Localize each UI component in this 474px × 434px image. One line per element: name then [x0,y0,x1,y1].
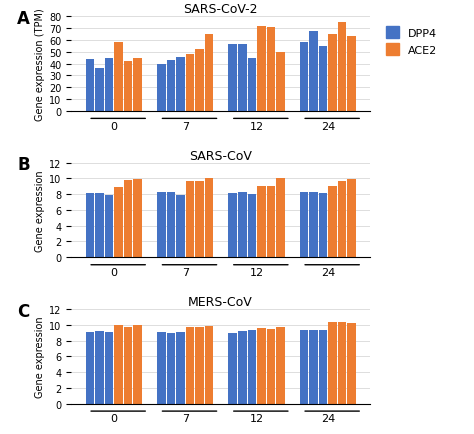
Bar [205,179,213,258]
Bar [347,180,356,258]
Bar [167,333,175,404]
Bar [195,50,204,112]
Y-axis label: Gene expression (TPM): Gene expression (TPM) [35,8,45,121]
Bar [95,69,104,112]
Bar [319,193,328,258]
Bar [328,186,337,258]
Bar [205,326,213,404]
Bar [133,180,142,258]
Bar [86,332,94,404]
Bar [328,35,337,112]
Bar [310,331,318,404]
Title: SARS-CoV-2: SARS-CoV-2 [183,3,258,16]
Text: C: C [18,302,29,320]
Bar [105,332,113,404]
Bar [86,193,94,258]
Bar [276,328,284,404]
Bar [186,55,194,112]
Text: A: A [18,10,30,28]
Bar [319,330,328,404]
Legend: DPP4, ACE2: DPP4, ACE2 [381,23,442,60]
Bar [124,181,132,258]
Bar [338,322,346,404]
Bar [266,28,275,112]
Y-axis label: Gene expression: Gene expression [35,170,45,251]
Bar [247,59,256,112]
Bar [114,325,123,404]
Bar [300,43,309,112]
Bar [228,333,237,404]
Bar [95,193,104,258]
Bar [186,181,194,258]
Bar [176,57,185,112]
Y-axis label: Gene expression: Gene expression [35,316,45,397]
Bar [266,329,275,404]
Bar [238,332,246,404]
Bar [247,195,256,258]
Text: B: B [18,156,30,174]
Bar [124,328,132,404]
Bar [195,181,204,258]
Bar [86,60,94,112]
Bar [310,192,318,258]
Bar [228,193,237,258]
Title: MERS-CoV: MERS-CoV [188,295,253,308]
Bar [114,43,123,112]
Bar [205,35,213,112]
Bar [186,328,194,404]
Bar [95,332,104,404]
Bar [257,328,265,404]
Bar [167,61,175,112]
Bar [257,27,265,112]
Bar [300,192,309,258]
Bar [300,331,309,404]
Bar [328,322,337,404]
Bar [124,62,132,112]
Bar [338,181,346,258]
Bar [176,196,185,258]
Bar [176,332,185,404]
Bar [167,192,175,258]
Bar [338,23,346,112]
Bar [347,323,356,404]
Bar [195,328,204,404]
Bar [257,187,265,258]
Bar [157,332,166,404]
Bar [266,187,275,258]
Bar [347,37,356,112]
Bar [133,325,142,404]
Bar [310,32,318,112]
Bar [157,65,166,112]
Bar [238,192,246,258]
Bar [228,44,237,112]
Bar [247,330,256,404]
Bar [238,44,246,112]
Bar [133,59,142,112]
Bar [276,179,284,258]
Bar [319,47,328,112]
Bar [114,188,123,258]
Bar [157,192,166,258]
Bar [276,53,284,112]
Bar [105,196,113,258]
Title: SARS-CoV: SARS-CoV [189,149,252,162]
Bar [105,59,113,112]
